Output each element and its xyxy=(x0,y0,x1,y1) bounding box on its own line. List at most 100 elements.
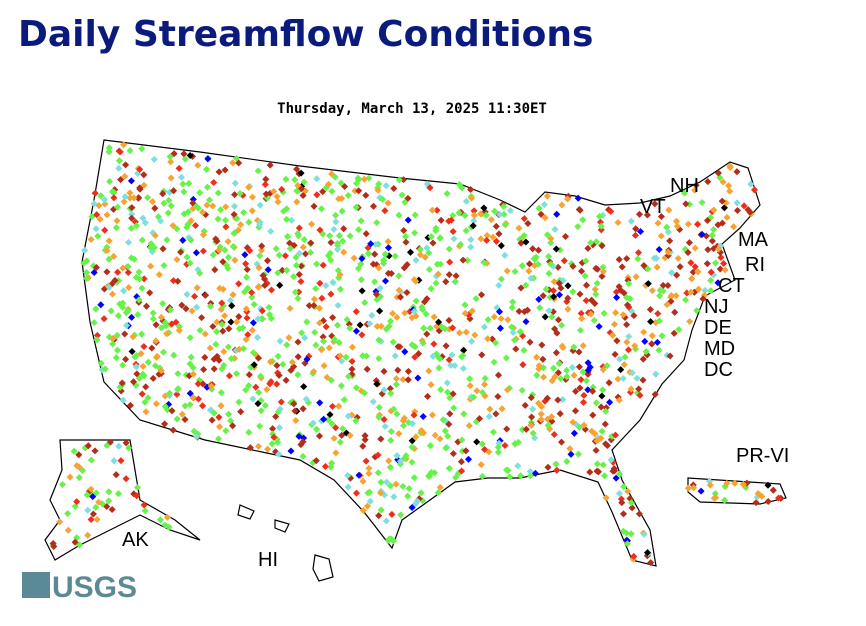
gauge-dot xyxy=(470,211,478,219)
gauge-dot xyxy=(710,494,718,502)
gauge-dot xyxy=(83,257,91,265)
gauge-dot xyxy=(221,216,230,224)
gauge-dot xyxy=(467,185,475,194)
state-label: MA xyxy=(738,229,769,251)
gauge-dot xyxy=(558,321,566,329)
gauge-dot xyxy=(529,245,537,253)
gauge-dot xyxy=(541,313,549,321)
gauge-dot xyxy=(593,467,601,475)
gauge-dot xyxy=(150,155,158,163)
gauge-dot xyxy=(355,176,363,184)
gauge-dot xyxy=(90,319,98,327)
gauge-dot xyxy=(266,358,275,366)
gauge-dot xyxy=(205,196,214,204)
gauge-dot xyxy=(343,316,351,324)
gauge-dot xyxy=(574,194,582,202)
gauge-dot xyxy=(182,305,190,313)
gauge-dot xyxy=(311,328,319,336)
gauge-dot xyxy=(548,413,556,421)
gauge-dot xyxy=(396,293,405,301)
gauge-dot xyxy=(710,206,718,214)
gauge-dot xyxy=(241,251,249,259)
gauge-dot xyxy=(82,268,91,277)
gauge-dot xyxy=(174,385,182,393)
gauge-dot xyxy=(733,206,742,215)
timestamp: Thursday, March 13, 2025 11:30ET xyxy=(277,101,547,117)
gauge-dot xyxy=(337,382,345,390)
gauge-dot xyxy=(389,309,397,318)
gauge-dot xyxy=(245,382,253,390)
gauge-dot xyxy=(178,410,186,418)
gauge-dot xyxy=(483,231,491,240)
gauge-dot xyxy=(676,263,684,271)
gauge-dot xyxy=(403,261,411,269)
gauge-dot xyxy=(551,225,559,233)
gauge-dot xyxy=(472,295,480,303)
gauge-dot xyxy=(710,225,718,234)
gauge-dot xyxy=(142,302,151,310)
gauge-dot xyxy=(283,215,291,223)
gauge-dot xyxy=(394,366,402,374)
gauge-dot xyxy=(535,204,543,212)
gauge-dot xyxy=(134,311,142,319)
gauge-dot xyxy=(623,293,631,302)
gauge-dot xyxy=(564,305,572,313)
gauge-dot xyxy=(518,262,526,270)
gauge-dot xyxy=(352,203,360,211)
gauge-dot xyxy=(318,294,326,302)
state-label: PR-VI xyxy=(736,445,789,467)
gauge-dot xyxy=(91,447,99,455)
gauge-dot xyxy=(174,370,182,378)
alaska-outline xyxy=(44,439,201,561)
gauge-dot xyxy=(316,279,324,287)
gauge-dot xyxy=(692,181,700,189)
gauge-dot xyxy=(577,267,586,275)
gauge-dot xyxy=(560,257,568,265)
gauge-dot xyxy=(187,353,195,361)
gauge-dot xyxy=(569,262,577,270)
gauge-dot xyxy=(293,187,301,195)
gauge-dot xyxy=(338,194,346,202)
gauge-dot xyxy=(694,268,702,276)
gauge-dot xyxy=(443,190,451,198)
gauge-dot xyxy=(473,387,481,395)
gauge-dot xyxy=(326,232,334,240)
gauge-dot xyxy=(279,360,287,368)
gauge-dot xyxy=(258,246,266,254)
gauge-dot xyxy=(138,284,146,292)
gauge-dot xyxy=(646,305,654,314)
gauge-dot xyxy=(672,217,681,225)
gauge-dot xyxy=(656,286,664,294)
gauge-dot xyxy=(101,365,109,373)
gauge-dot xyxy=(298,329,306,337)
gauge-dot xyxy=(632,225,640,233)
gauge-dot xyxy=(655,346,663,354)
gauge-dot xyxy=(344,412,352,420)
gauge-dot xyxy=(87,235,95,244)
gauge-dot xyxy=(242,386,250,394)
gauge-dot xyxy=(193,303,201,311)
gauge-dot xyxy=(160,199,168,207)
gauge-dot xyxy=(659,281,667,289)
gauge-dot xyxy=(449,324,457,332)
gauge-dot xyxy=(196,269,204,277)
gauge-dot xyxy=(524,219,532,228)
gauge-dot xyxy=(248,193,257,201)
gauge-dot xyxy=(708,231,716,239)
gauge-dot xyxy=(537,210,545,218)
gauge-dot xyxy=(181,402,189,410)
gauge-dot xyxy=(330,225,338,233)
gauge-dot xyxy=(224,253,233,261)
gauge-dot xyxy=(400,226,408,235)
gauge-dot xyxy=(222,223,230,231)
gauge-dot xyxy=(410,307,418,315)
gauge-dot xyxy=(313,260,321,268)
gauge-dot xyxy=(658,332,666,340)
gauge-dot xyxy=(401,348,409,356)
gauge-dot xyxy=(225,325,233,333)
gauge-dot xyxy=(147,244,155,252)
gauge-dot xyxy=(523,306,532,314)
gauge-dot xyxy=(361,432,369,440)
gauge-dot xyxy=(533,353,541,361)
gauge-dot xyxy=(254,354,263,362)
